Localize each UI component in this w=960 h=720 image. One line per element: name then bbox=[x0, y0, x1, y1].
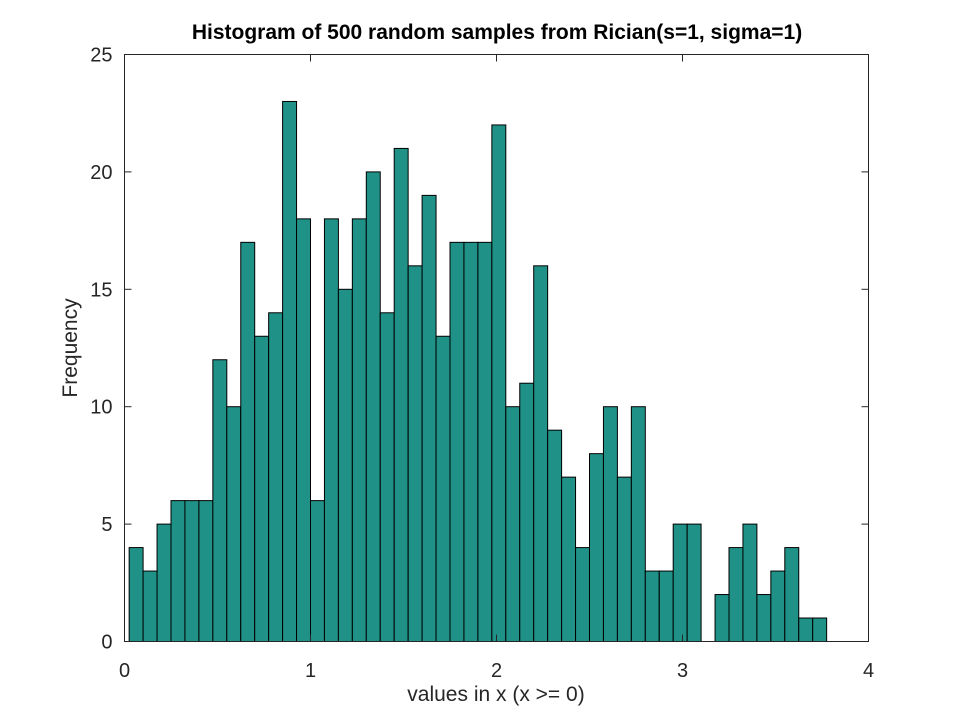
histogram-bar bbox=[728, 547, 744, 643]
y-tick-label: 25 bbox=[90, 45, 112, 67]
histogram-bar bbox=[351, 218, 367, 643]
histogram-bar bbox=[170, 500, 186, 642]
histogram-bar bbox=[421, 194, 437, 642]
histogram-bar bbox=[254, 335, 270, 642]
histogram-bar bbox=[393, 147, 409, 642]
histogram-bar bbox=[616, 476, 632, 643]
histogram-bar bbox=[198, 500, 214, 642]
histogram-bar bbox=[798, 617, 814, 643]
histogram-bar bbox=[756, 594, 772, 642]
histogram-bar bbox=[561, 476, 577, 643]
histogram-bar bbox=[407, 265, 423, 642]
y-tick-label: 10 bbox=[90, 397, 112, 419]
histogram-bar bbox=[686, 523, 702, 642]
x-tick-label: 0 bbox=[119, 660, 130, 682]
y-tick-label: 0 bbox=[101, 632, 112, 654]
x-tick-label: 2 bbox=[491, 660, 502, 682]
histogram-bar bbox=[519, 382, 535, 642]
histogram-bar bbox=[491, 124, 507, 642]
histogram-bar bbox=[477, 241, 493, 642]
histogram-bar bbox=[337, 288, 353, 642]
chart-title: Histogram of 500 random samples from Ric… bbox=[192, 21, 802, 44]
histogram-bar bbox=[296, 218, 311, 643]
histogram-bar bbox=[184, 500, 200, 642]
y-axis-label: Frequency bbox=[59, 298, 82, 398]
histogram-bar bbox=[310, 500, 325, 642]
histogram-bar bbox=[128, 547, 144, 643]
x-tick-label: 3 bbox=[677, 660, 688, 682]
histogram-bar bbox=[812, 617, 828, 643]
y-tick-label: 20 bbox=[90, 162, 112, 184]
histogram-bar bbox=[770, 570, 786, 642]
histogram-bar bbox=[156, 523, 172, 642]
x-axis-label: values in x (x >= 0) bbox=[407, 683, 584, 706]
histogram-bar bbox=[547, 429, 563, 642]
histogram-bar bbox=[323, 218, 339, 643]
histogram-bar bbox=[784, 547, 800, 643]
histogram-bar bbox=[533, 265, 549, 642]
bars-group bbox=[128, 100, 828, 643]
histogram-bar bbox=[644, 570, 660, 642]
histogram-bar bbox=[714, 594, 730, 642]
histogram-bar bbox=[212, 359, 228, 642]
ticks-group: 0 1 2 3 4 0 5 10 15 20 25 bbox=[90, 45, 874, 683]
histogram-bar bbox=[240, 241, 256, 642]
histogram-bar bbox=[282, 100, 298, 642]
y-tick-label: 5 bbox=[101, 514, 112, 536]
histogram-bar bbox=[365, 171, 381, 642]
histogram-bar bbox=[589, 453, 604, 642]
histogram-bar bbox=[435, 335, 451, 642]
y-tick-label: 15 bbox=[90, 279, 112, 301]
histogram-bar bbox=[672, 523, 688, 642]
x-tick-label: 4 bbox=[863, 660, 874, 682]
histogram-bar bbox=[742, 523, 758, 642]
histogram-bar bbox=[630, 406, 646, 643]
histogram-bar bbox=[575, 547, 590, 643]
histogram-bar bbox=[658, 570, 674, 642]
x-tick-label: 1 bbox=[305, 660, 316, 682]
histogram-bar bbox=[142, 570, 158, 642]
histogram-bar bbox=[505, 406, 521, 643]
histogram-bar bbox=[449, 241, 465, 642]
histogram-bar bbox=[226, 406, 242, 643]
histogram-bar bbox=[463, 241, 479, 642]
histogram-bar bbox=[268, 312, 284, 642]
histogram-bar bbox=[602, 406, 618, 643]
histogram-bar bbox=[379, 312, 395, 642]
